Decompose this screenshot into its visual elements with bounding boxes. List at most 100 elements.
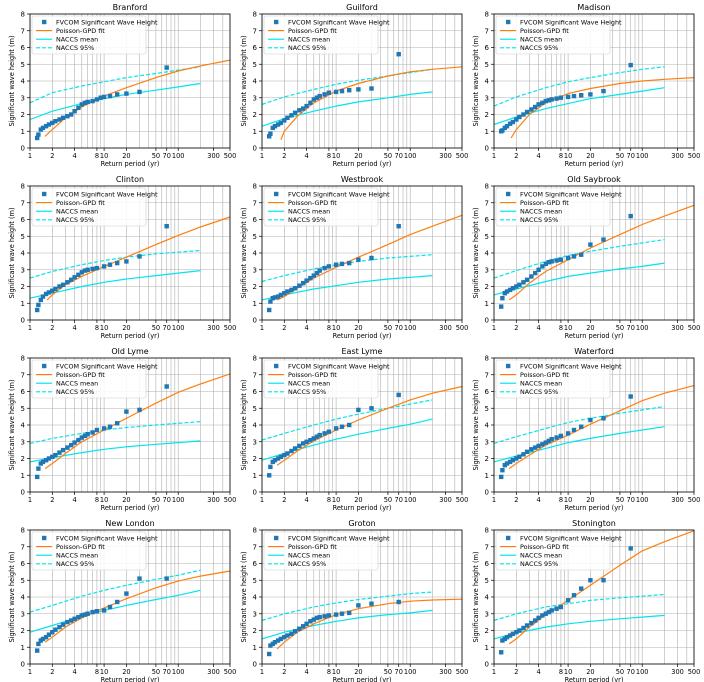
x-tick-label: 20 [354, 324, 362, 332]
fvcom-point [40, 636, 46, 642]
x-tick-label: 2 [514, 152, 518, 160]
legend-label: FVCOM Significant Wave Height [56, 18, 158, 26]
y-tick-label: 8 [21, 527, 25, 535]
legend-label: NACCS 95% [56, 216, 94, 224]
x-tick-label: 20 [354, 152, 362, 160]
x-tick-label: 20 [122, 668, 130, 676]
x-tick-label: 50 [384, 152, 392, 160]
x-tick-label: 1 [28, 496, 32, 504]
fvcom-point [308, 275, 313, 281]
y-tick-label: 2 [485, 455, 489, 463]
fvcom-point [79, 270, 84, 275]
x-tick-label: 4 [537, 152, 541, 160]
x-tick-label: 1 [260, 496, 264, 504]
legend-label: FVCOM Significant Wave Height [56, 362, 158, 370]
x-tick-label: 50 [384, 324, 392, 332]
x-tick-label: 2 [50, 324, 54, 332]
x-tick-label: 100 [636, 496, 649, 504]
fvcom-point [339, 88, 345, 94]
y-tick-label: 1 [253, 644, 257, 652]
y-tick-label: 5 [253, 577, 257, 585]
x-tick-label: 50 [384, 668, 392, 676]
legend-label: FVCOM Significant Wave Height [520, 18, 622, 26]
y-tick-label: 5 [485, 61, 489, 69]
x-tick-label: 2 [50, 668, 54, 676]
y-axis-label: Significant wave height (m) [472, 35, 480, 126]
fvcom-point [285, 289, 290, 294]
legend-label: Poisson-GPD fit [56, 27, 105, 35]
y-tick-label: 4 [21, 594, 26, 602]
fvcom-point [558, 257, 564, 262]
x-tick-label: 10 [100, 668, 108, 676]
x-axis-label: Return period (yr) [565, 160, 624, 168]
naccs-95-line [29, 249, 201, 279]
fvcom-point [69, 618, 74, 623]
x-tick-label: 4 [537, 496, 541, 504]
legend-label: Poisson-GPD fit [288, 371, 337, 379]
x-tick-label: 100 [636, 152, 649, 160]
poisson-gpd-fit-line [44, 570, 231, 643]
x-tick-label: 500 [224, 324, 237, 332]
x-tick-label: 100 [172, 324, 185, 332]
poisson-gpd-fit-line [44, 59, 231, 137]
x-tick-label: 300 [671, 496, 684, 504]
legend-label: NACCS mean [520, 36, 562, 44]
y-tick-label: 0 [485, 145, 489, 153]
x-axis-label: Return period (yr) [333, 676, 392, 682]
x-tick-label: 500 [688, 324, 701, 332]
y-tick-label: 5 [21, 577, 25, 585]
x-tick-label: 10 [332, 152, 340, 160]
fvcom-point [356, 87, 361, 92]
legend: FVCOM Significant Wave HeightPoisson-GPD… [263, 531, 390, 571]
legend-box [495, 531, 611, 571]
poisson-gpd-fit-line [508, 385, 695, 470]
fvcom-point [546, 98, 552, 103]
fvcom-point [85, 611, 90, 616]
naccs-mean-line [29, 589, 201, 633]
fvcom-point [514, 284, 519, 289]
y-tick-label: 8 [253, 527, 257, 535]
fvcom-point [304, 439, 309, 444]
fvcom-point [101, 264, 107, 269]
legend: FVCOM Significant Wave HeightPoisson-GPD… [495, 187, 622, 227]
fvcom-point [558, 95, 564, 100]
legend-swatch-fvcom [274, 535, 279, 541]
y-tick-label: 3 [253, 266, 257, 274]
x-tick-label: 10 [564, 152, 572, 160]
legend: FVCOM Significant Wave HeightPoisson-GPD… [495, 15, 622, 55]
x-tick-label: 300 [439, 496, 452, 504]
fvcom-point [282, 118, 287, 123]
fvcom-point [314, 615, 320, 621]
poisson-gpd-fit-line [508, 530, 695, 645]
x-tick-label: 8 [95, 496, 99, 504]
y-tick-label: 7 [485, 27, 489, 35]
fvcom-point [322, 265, 327, 271]
fvcom-point [72, 275, 77, 280]
fvcom-point [311, 436, 316, 441]
y-tick-label: 0 [253, 145, 257, 153]
fvcom-point [272, 640, 278, 645]
x-tick-label: 4 [73, 152, 77, 160]
fvcom-point [90, 98, 95, 104]
fvcom-point [85, 432, 90, 437]
fvcom-point [301, 624, 306, 629]
y-tick-label: 7 [253, 543, 257, 551]
y-tick-label: 4 [253, 422, 258, 430]
fvcom-point [339, 424, 345, 429]
fvcom-point [101, 94, 107, 100]
y-tick-label: 0 [253, 317, 257, 325]
legend-swatch-fvcom [274, 19, 279, 25]
fvcom-point [396, 224, 401, 229]
legend: FVCOM Significant Wave HeightPoisson-GPD… [31, 187, 158, 227]
legend-label: NACCS mean [288, 36, 330, 44]
fvcom-point [76, 614, 81, 620]
y-tick-label: 7 [253, 371, 257, 379]
y-tick-label: 7 [21, 199, 25, 207]
y-tick-label: 8 [485, 11, 489, 19]
x-tick-label: 1 [492, 496, 496, 504]
x-tick-label: 8 [559, 496, 563, 504]
x-tick-label: 20 [122, 496, 130, 504]
fvcom-point [517, 114, 522, 120]
fvcom-point [285, 115, 290, 120]
